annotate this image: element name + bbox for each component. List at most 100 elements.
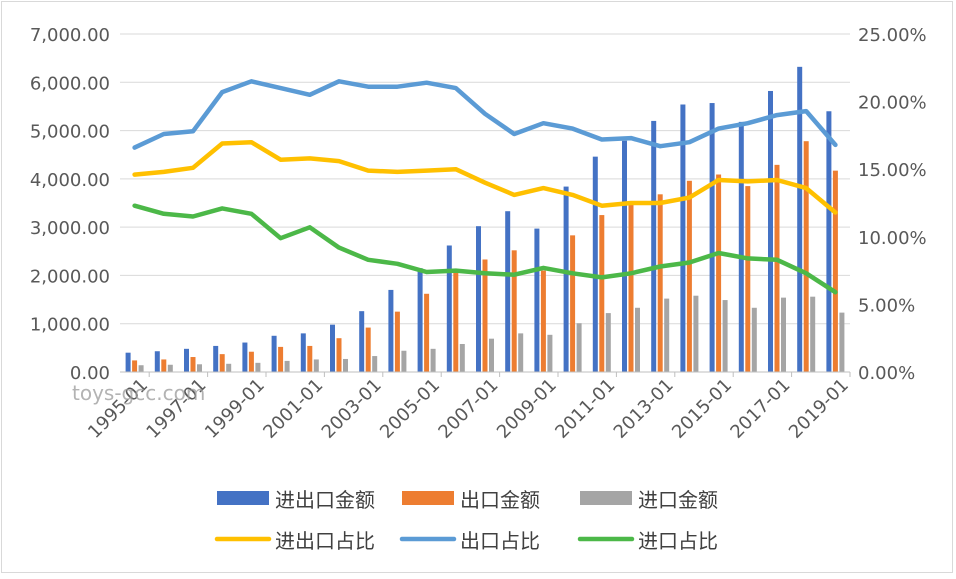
bar <box>307 345 313 372</box>
bar <box>394 311 400 372</box>
bar <box>336 338 342 372</box>
bar <box>534 228 540 372</box>
legend-label: 进出口占比 <box>275 529 375 553</box>
bar <box>482 259 488 372</box>
x-tick-label: 2017-01 <box>726 375 794 443</box>
bar <box>781 297 786 372</box>
bar <box>417 268 423 372</box>
bar <box>167 364 173 372</box>
bar <box>453 273 459 372</box>
bar <box>628 204 634 372</box>
x-tick-label: 2003-01 <box>318 375 386 443</box>
bar <box>372 356 378 372</box>
left-tick-label: 5,000.00 <box>30 122 110 143</box>
bar <box>693 295 699 372</box>
right-tick-label: 25.00% <box>858 25 927 46</box>
bar <box>248 351 254 372</box>
legend-swatch <box>402 491 454 505</box>
x-tick-label: 2005-01 <box>376 375 444 443</box>
right-tick-label: 20.00% <box>858 93 927 114</box>
right-tick-label: 10.00% <box>858 228 927 249</box>
watermark-text: toys-gcc.com <box>72 381 205 405</box>
bar <box>680 104 686 373</box>
bar <box>797 66 803 372</box>
bar <box>592 156 598 372</box>
bar <box>255 362 261 372</box>
bar <box>388 289 394 372</box>
bar <box>709 103 715 372</box>
bar <box>430 348 436 372</box>
bar <box>213 345 219 372</box>
legend-label: 出口金额 <box>460 488 540 512</box>
bar <box>161 359 167 372</box>
bar <box>576 323 582 372</box>
x-tick-label: 2001-01 <box>259 375 327 443</box>
bar <box>154 351 160 372</box>
bar <box>738 121 744 372</box>
bar <box>839 312 845 372</box>
bar <box>219 354 225 372</box>
legend-label: 进出口金额 <box>275 488 375 512</box>
bar <box>424 293 430 372</box>
series-line <box>132 79 838 150</box>
bar <box>313 359 319 372</box>
bar <box>599 215 605 372</box>
x-tick-label: 2007-01 <box>434 375 502 443</box>
bar <box>242 342 248 372</box>
bar <box>745 186 751 372</box>
bar <box>300 333 306 372</box>
bar <box>622 140 627 372</box>
bar <box>657 194 663 372</box>
bar <box>605 313 611 372</box>
left-tick-label: 3,000.00 <box>30 218 110 239</box>
bar <box>138 365 144 372</box>
line-series-group <box>132 79 838 295</box>
bar <box>686 180 692 372</box>
bar <box>570 235 576 372</box>
left-tick-label: 6,000.00 <box>30 73 110 94</box>
bar <box>343 358 348 372</box>
legend-label: 进口占比 <box>638 529 718 553</box>
left-tick-label: 7,000.00 <box>30 25 110 46</box>
bar <box>722 300 728 372</box>
legend-label: 进口金额 <box>638 488 718 512</box>
series-line <box>132 139 838 215</box>
bar <box>803 141 809 372</box>
bar <box>518 333 524 372</box>
bar <box>359 311 365 372</box>
bar <box>774 164 780 372</box>
bar <box>810 296 816 372</box>
bar <box>751 307 757 372</box>
x-tick-label: 2011-01 <box>551 375 619 443</box>
bar <box>547 334 553 372</box>
x-tick-label: 2009-01 <box>493 375 561 443</box>
bar <box>365 327 371 372</box>
bar <box>540 270 546 372</box>
bar <box>664 298 670 372</box>
bar <box>768 90 773 372</box>
left-y-axis: 0.00 1,000.00 2,000.00 3,000.00 4,000.00 5,00… <box>30 25 110 384</box>
right-tick-label: 0.00% <box>858 363 915 384</box>
right-tick-label: 15.00% <box>858 160 927 181</box>
left-tick-label: 1,000.00 <box>30 315 110 336</box>
bar <box>505 211 511 372</box>
bar <box>563 186 569 372</box>
series-line <box>132 203 838 295</box>
bar-series-group <box>125 66 845 373</box>
bar <box>278 346 284 372</box>
bar <box>197 364 202 372</box>
x-tick-label: 1999-01 <box>201 375 269 443</box>
left-tick-label: 0.00 <box>70 363 110 384</box>
legend-swatch <box>580 491 632 505</box>
bar <box>446 245 452 372</box>
left-tick-label: 4,000.00 <box>30 170 110 191</box>
bar <box>271 335 277 372</box>
legend-label: 出口占比 <box>460 529 540 553</box>
bar <box>401 350 407 372</box>
left-tick-label: 2,000.00 <box>30 266 110 287</box>
bar <box>125 352 131 372</box>
bar <box>190 357 196 372</box>
bar <box>284 360 290 372</box>
x-tick-label: 2015-01 <box>668 375 736 443</box>
